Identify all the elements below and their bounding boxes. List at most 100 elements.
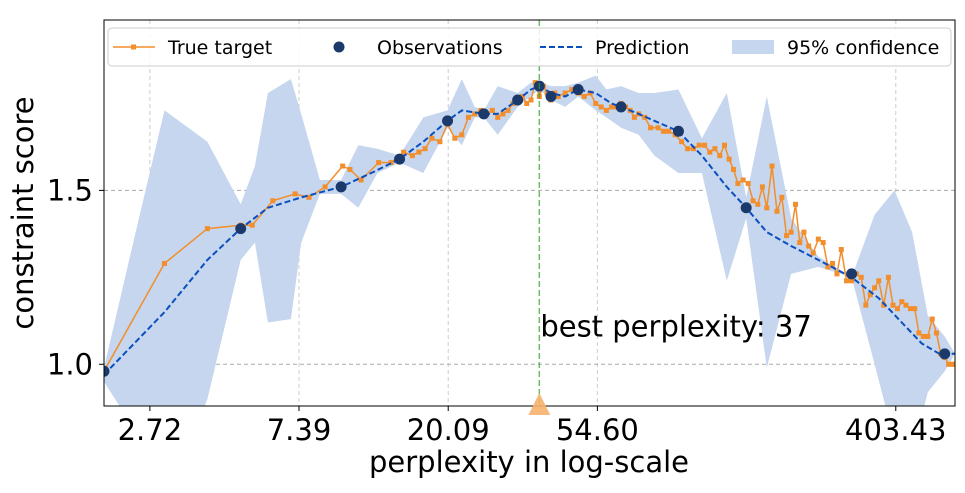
true-target-point [764,205,770,211]
true-target-point [409,153,415,159]
legend: True target Observations Prediction 95% con… [107,27,952,67]
observation-point [615,101,627,113]
true-target-point [401,149,407,155]
true-target-point [872,285,878,291]
legend-item: 95% confidence [732,37,939,59]
observation-point [235,223,247,235]
true-target-point [322,184,328,190]
true-target-point [890,302,896,308]
true-target-point [422,146,428,152]
true-target-point [472,111,478,117]
true-target-point [903,302,909,308]
true-target-point [593,100,599,106]
true-target-point [416,149,422,155]
observation-point [545,91,557,103]
observation-point [442,115,454,127]
true-target-point [792,201,798,207]
legend-item: Observations [333,37,503,59]
true-target-point [465,114,471,120]
true-target-point [745,180,751,186]
observation-point [335,181,347,193]
observation-point [478,108,490,120]
plot-frame [103,19,956,407]
legend-true-target-marker [131,44,136,50]
legend-label: Observations [377,37,503,59]
true-target-point [952,361,955,367]
true-target-point [648,125,654,131]
observation-point [846,268,858,280]
true-target-point [598,104,604,110]
true-target-point [867,292,873,298]
true-target-point [358,177,364,183]
true-target-point [437,139,443,145]
true-target-point [519,94,525,100]
true-target-point [340,163,346,169]
true-target-point [505,107,511,113]
observation-point [939,348,951,360]
true-target-point [459,132,465,138]
x-tick-label: 20.09 [407,413,490,447]
true-target-point [608,104,614,110]
true-target-point [863,302,869,308]
true-target-point [876,278,882,284]
true-target-point [779,194,785,200]
true-target-point [696,142,702,148]
legend-item: Prediction [540,37,689,59]
true-target-point [894,306,900,312]
true-target-point [707,149,713,155]
true-target-point [691,146,697,152]
true-target-point [784,233,790,239]
observation-point [394,153,406,165]
true-target-point [916,330,922,336]
true-target-point [429,135,435,141]
true-target-point [524,100,530,106]
true-target-point [949,361,955,367]
true-target-point [489,107,495,113]
true-target-point [858,274,864,280]
true-target-point [679,139,685,145]
true-target-point [920,333,926,339]
true-target-point [292,191,298,197]
legend-label: True target [167,37,272,59]
true-target-point [722,142,728,148]
prediction-line [104,84,955,376]
y-axis-label: constraint score [6,96,40,329]
true-target-point [726,156,732,162]
true-target-line [104,79,955,372]
legend-observation-swatch [333,41,345,53]
x-tick-label: 403.43 [845,413,946,447]
chart-marks [104,20,955,406]
true-target-point [452,135,458,141]
true-target-point [376,160,382,166]
true-target-point [774,208,780,214]
x-axis-label: perplexity in log-scale [369,445,689,479]
y-tick-label: 1.5 [47,173,93,207]
true-target-point [933,330,939,336]
true-target-point [885,274,891,280]
true-target-point [528,97,534,103]
true-target-point [581,94,587,100]
true-target-point [569,87,575,93]
x-tick-label: 7.39 [267,413,332,447]
true-target-point [347,167,353,173]
observation-point [512,94,524,106]
true-target-point [603,107,609,113]
true-target-point [655,125,661,131]
true-target-point [388,160,394,166]
true-target-point [834,271,840,277]
true-target-point [500,111,506,117]
true-target-point [946,361,952,367]
legend-confidence-swatch [732,40,774,54]
true-target-point [685,146,691,152]
best-perplexity-annotation: best perplexity: 37 [540,309,811,343]
true-target-point [881,302,887,308]
true-target-point [555,94,561,100]
true-target-point [740,177,746,183]
true-target-point [631,114,637,120]
true-target-point [820,240,826,246]
true-target-point [825,264,831,270]
legend-label: Prediction [595,37,689,59]
true-target-point [912,306,918,312]
true-target-point [788,229,794,235]
